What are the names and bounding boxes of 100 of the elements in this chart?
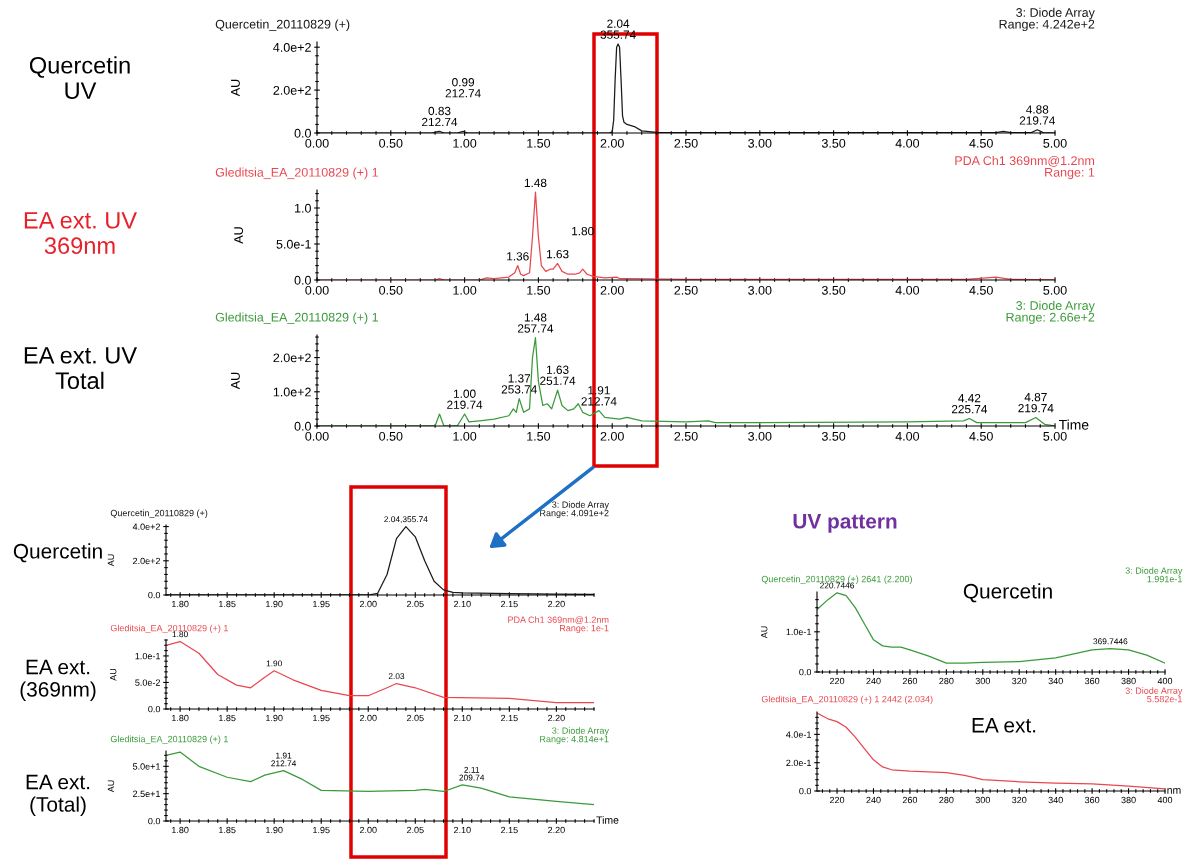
y-tick-label: 2.5e+1 <box>133 790 161 798</box>
chart-subtitle: PDA Ch1 369nm@1.2nm Range: 1e-1 <box>508 616 609 634</box>
chart-title: Quercetin_20110829 (+) 2641 (2.200) <box>761 575 912 584</box>
x-tick-label: 1.80 <box>172 826 189 834</box>
x-tick-label: 2.10 <box>453 714 471 722</box>
x-tick-label: 1.50 <box>527 431 551 441</box>
x-tick-label: 240 <box>866 677 881 685</box>
y-tick-label: 0.0 <box>294 128 311 138</box>
x-tick-label: 4.50 <box>969 431 993 441</box>
text: EA ext. (369nm) <box>20 659 96 701</box>
chart-subtitle: 3: Diode Array Range: 4.091e+2 <box>540 501 609 518</box>
x-tick-label: 2.20 <box>548 826 565 834</box>
annotation: 1.48 <box>524 178 547 188</box>
chart-subtitle: 3: Diode Array Range: 4.242e+2 <box>999 7 1095 32</box>
chart-subtitle: PDA Ch1 369nm@1.2nm Range: 1 <box>955 155 1095 180</box>
y-axis-title: AU <box>107 780 115 793</box>
y-tick-label: 0.0 <box>799 787 812 795</box>
x-tick-label: 1.85 <box>219 600 236 608</box>
x-tick-label: 0.00 <box>305 138 329 148</box>
x-tick-label: 2.20 <box>548 714 565 722</box>
chart-subtitle: 3: Diode Array 1.991e-1 <box>1125 567 1183 583</box>
chart-title: Gleditsia_EA_20110829 (+) 1 <box>110 735 228 744</box>
x-tick-label: 2.50 <box>674 431 698 441</box>
line-series <box>166 751 594 806</box>
x-tick-label: 1.90 <box>266 714 283 722</box>
x-tick-label: 360 <box>1084 677 1100 685</box>
line-series <box>166 640 594 704</box>
x-tick-label: 1.80 <box>172 714 189 722</box>
x-tick-label: 0.50 <box>379 431 403 441</box>
x-tick-label: 2.05 <box>406 600 424 608</box>
y-tick-label: 1.0 <box>295 203 311 213</box>
x-tick-label: 280 <box>939 796 954 804</box>
x-tick-label: 2.00 <box>600 138 624 148</box>
x-tick-label: 2.05 <box>406 714 424 722</box>
chart-title: Gleditsia_EA_20110829 (+) 1 <box>215 312 378 325</box>
x-tick-label: 2.50 <box>674 285 698 295</box>
x-tick-label: 3.50 <box>821 431 846 441</box>
x-tick-label: 1.90 <box>266 826 283 834</box>
x-tick-label: 1.95 <box>313 600 330 608</box>
y-tick-label: 0.0 <box>799 668 812 676</box>
annotation: Quercetin <box>963 583 1052 603</box>
text: Quercetin UV <box>29 56 130 100</box>
x-tick-label: 1.85 <box>219 826 236 834</box>
x-tick-label: 2.15 <box>501 826 518 834</box>
annotation: 1.48 257.74 <box>517 313 554 333</box>
annotation: 2.03 <box>388 673 405 680</box>
x-tick-label: 1.00 <box>453 431 477 441</box>
x-tick-label: 4.50 <box>969 138 993 148</box>
y-axis-title: AU <box>231 372 240 390</box>
x-tick-label: 360 <box>1084 796 1100 804</box>
x-tick-label: 260 <box>902 796 918 804</box>
x-tick-label: 2.15 <box>501 600 518 608</box>
annotation: 220.7446 <box>820 582 855 589</box>
x-tick-label: 1.00 <box>453 285 477 295</box>
x-tick-label: 3.00 <box>748 285 772 295</box>
x-axis-title: nm <box>1167 788 1181 794</box>
chart-title: Gleditsia_EA_20110829 (+) 1 2442 (2.034) <box>761 695 933 705</box>
y-axis-title: AU <box>231 79 240 97</box>
y-tick-label: 5.0e+1 <box>132 763 161 770</box>
annotation: 2.04,355.74 <box>384 516 428 524</box>
text: EA ext. (Total) <box>26 774 90 816</box>
y-tick-label: 0.0 <box>148 705 161 713</box>
chart-title: Quercetin_20110829 (+) <box>215 19 350 32</box>
annotation: 1.63 <box>547 249 569 259</box>
y-tick-label: 2.0e+2 <box>133 557 160 565</box>
y-tick-label: 2.0e+2 <box>273 85 311 95</box>
text: Quercetin <box>13 543 102 563</box>
x-tick-label: 5.00 <box>1043 285 1067 295</box>
y-axis-title: AU <box>110 668 117 681</box>
chart-title: Quercetin_20110829 (+) <box>110 509 208 518</box>
text: UV pattern <box>793 514 897 533</box>
x-tick-label: 2.50 <box>674 138 698 148</box>
annotation: 1.90 <box>266 660 282 667</box>
chart-title: Gleditsia_EA_20110829 (+) 1 <box>110 624 228 634</box>
chart-title: Gleditsia_EA_20110829 (+) 1 <box>215 167 378 180</box>
x-tick-label: 4.00 <box>895 285 920 295</box>
y-tick-label: 5.0e-1 <box>276 239 311 249</box>
x-tick-label: 340 <box>1048 677 1063 685</box>
x-tick-label: 260 <box>902 677 918 685</box>
x-axis-title: Time <box>596 816 619 824</box>
x-tick-label: 3.00 <box>748 138 772 148</box>
y-tick-label: 1.0e-1 <box>135 652 161 660</box>
x-tick-label: 1.50 <box>527 285 551 295</box>
annotation: 0.99 212.74 <box>445 78 481 98</box>
x-tick-label: 3.50 <box>821 285 846 295</box>
chart-subtitle: 3: Diode Array 5.582e-1 <box>1125 687 1183 703</box>
x-tick-label: 1.90 <box>266 600 283 608</box>
x-tick-label: 380 <box>1121 796 1136 804</box>
x-tick-label: 220 <box>829 796 845 804</box>
x-tick-label: 380 <box>1121 677 1136 685</box>
x-tick-label: 320 <box>1012 796 1027 804</box>
x-tick-label: 300 <box>975 796 990 804</box>
annotation: 1.36 <box>507 252 529 261</box>
x-tick-label: 4.50 <box>969 285 993 295</box>
y-tick-label: 2.0e+2 <box>273 353 311 363</box>
annotation: 0.83 212.74 <box>422 106 458 127</box>
annotation: 4.42 225.74 <box>951 394 988 414</box>
x-tick-label: 340 <box>1048 796 1063 804</box>
y-tick-label: 0.0 <box>294 421 311 431</box>
y-tick-label: 0.0 <box>148 817 161 825</box>
